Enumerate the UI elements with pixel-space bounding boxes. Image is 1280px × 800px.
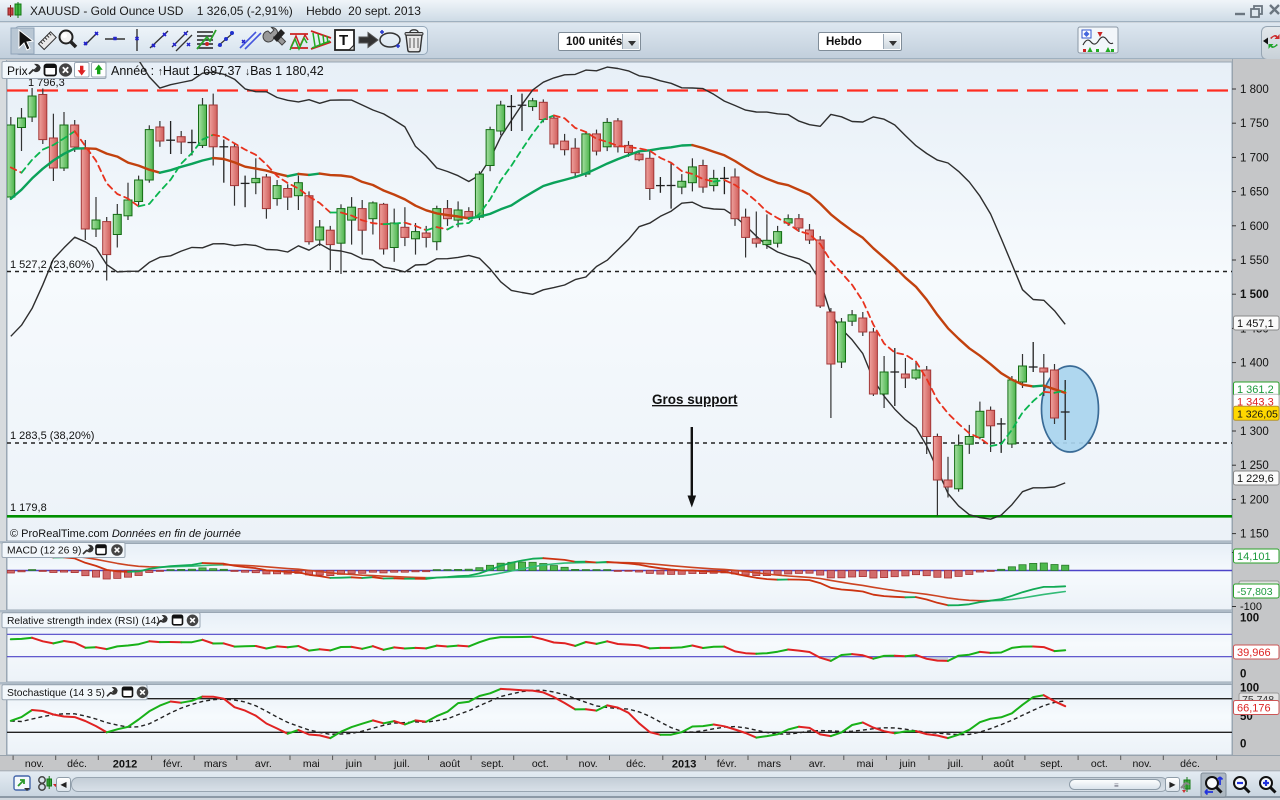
svg-text:1 250: 1 250 [1240, 460, 1269, 472]
svg-text:1 300: 1 300 [1240, 426, 1269, 438]
svg-text:1 343,3: 1 343,3 [1237, 396, 1274, 408]
svg-text:1 700: 1 700 [1240, 152, 1269, 164]
svg-text:mars: mars [758, 758, 781, 770]
svg-text:1 796,3: 1 796,3 [28, 77, 65, 89]
svg-text:août: août [993, 758, 1014, 770]
svg-text:nov.: nov. [579, 758, 598, 770]
svg-text:1 600: 1 600 [1240, 221, 1269, 233]
svg-text:févr.: févr. [163, 758, 183, 770]
svg-text:nov.: nov. [1132, 758, 1151, 770]
svg-text:Année : ↑Haut 1 697,37 ↓Bas 1: Année : ↑Haut 1 697,37 ↓Bas 1 180,42 [111, 64, 324, 78]
svg-text:MACD (12 26 9): MACD (12 26 9) [7, 546, 81, 557]
svg-text:1 650: 1 650 [1240, 187, 1269, 199]
svg-text:Prix: Prix [7, 64, 28, 78]
svg-text:1 179,8: 1 179,8 [10, 502, 47, 514]
svg-text:sept.: sept. [481, 758, 504, 770]
svg-text:1 457,1: 1 457,1 [1237, 318, 1274, 330]
svg-text:1 550: 1 550 [1240, 255, 1269, 267]
svg-text:nov.: nov. [25, 758, 44, 770]
svg-text:14,101: 14,101 [1237, 551, 1271, 563]
svg-text:Stochastique (14 3 5): Stochastique (14 3 5) [7, 688, 105, 699]
svg-text:1 527,2 (23,60%): 1 527,2 (23,60%) [10, 259, 94, 271]
svg-text:1 283,5 (38,20%): 1 283,5 (38,20%) [10, 430, 94, 442]
svg-text:2012: 2012 [113, 759, 137, 771]
svg-text:août: août [440, 758, 461, 770]
svg-text:Relative strength index (RSI): Relative strength index (RSI) (14) [7, 616, 160, 627]
svg-text:-57,803: -57,803 [1237, 586, 1273, 598]
svg-text:sept.: sept. [1040, 758, 1063, 770]
svg-text:mai: mai [857, 758, 874, 770]
svg-text:mai: mai [303, 758, 320, 770]
svg-text:déc.: déc. [67, 758, 87, 770]
svg-text:-100: -100 [1240, 601, 1262, 613]
svg-text:1 750: 1 750 [1240, 118, 1269, 130]
svg-text:T: T [339, 32, 348, 49]
svg-text:0: 0 [1240, 669, 1246, 681]
svg-text:1 326,05: 1 326,05 [1237, 408, 1278, 420]
svg-text:oct.: oct. [532, 758, 549, 770]
svg-text:66,176: 66,176 [1237, 703, 1271, 715]
svg-text:avr.: avr. [255, 758, 272, 770]
svg-text:avr.: avr. [809, 758, 826, 770]
svg-text:déc.: déc. [626, 758, 646, 770]
svg-text:1 229,6: 1 229,6 [1237, 473, 1274, 485]
svg-text:100: 100 [1240, 613, 1259, 625]
svg-text:1 500: 1 500 [1240, 289, 1269, 301]
svg-text:1 800: 1 800 [1240, 84, 1269, 96]
svg-text:100: 100 [1240, 683, 1259, 695]
svg-text:juil.: juil. [393, 758, 410, 770]
svg-text:Gros support: Gros support [652, 392, 738, 407]
svg-text:1 400: 1 400 [1240, 358, 1269, 370]
svg-text:juin: juin [345, 758, 363, 770]
svg-text:2013: 2013 [672, 759, 696, 771]
svg-text:mars: mars [204, 758, 227, 770]
svg-text:juin: juin [899, 758, 917, 770]
svg-text:0: 0 [1240, 739, 1246, 751]
svg-text:1 150: 1 150 [1240, 529, 1269, 541]
svg-text:1 361,2: 1 361,2 [1237, 384, 1274, 396]
svg-text:déc.: déc. [1180, 758, 1200, 770]
svg-text:févr.: févr. [717, 758, 737, 770]
svg-text:juil.: juil. [947, 758, 964, 770]
svg-text:1 200: 1 200 [1240, 494, 1269, 506]
svg-text:© ProRealTime.com Données en f: © ProRealTime.com Données en fin de jour… [10, 528, 241, 540]
svg-text:oct.: oct. [1091, 758, 1108, 770]
svg-text:39,966: 39,966 [1237, 647, 1271, 659]
